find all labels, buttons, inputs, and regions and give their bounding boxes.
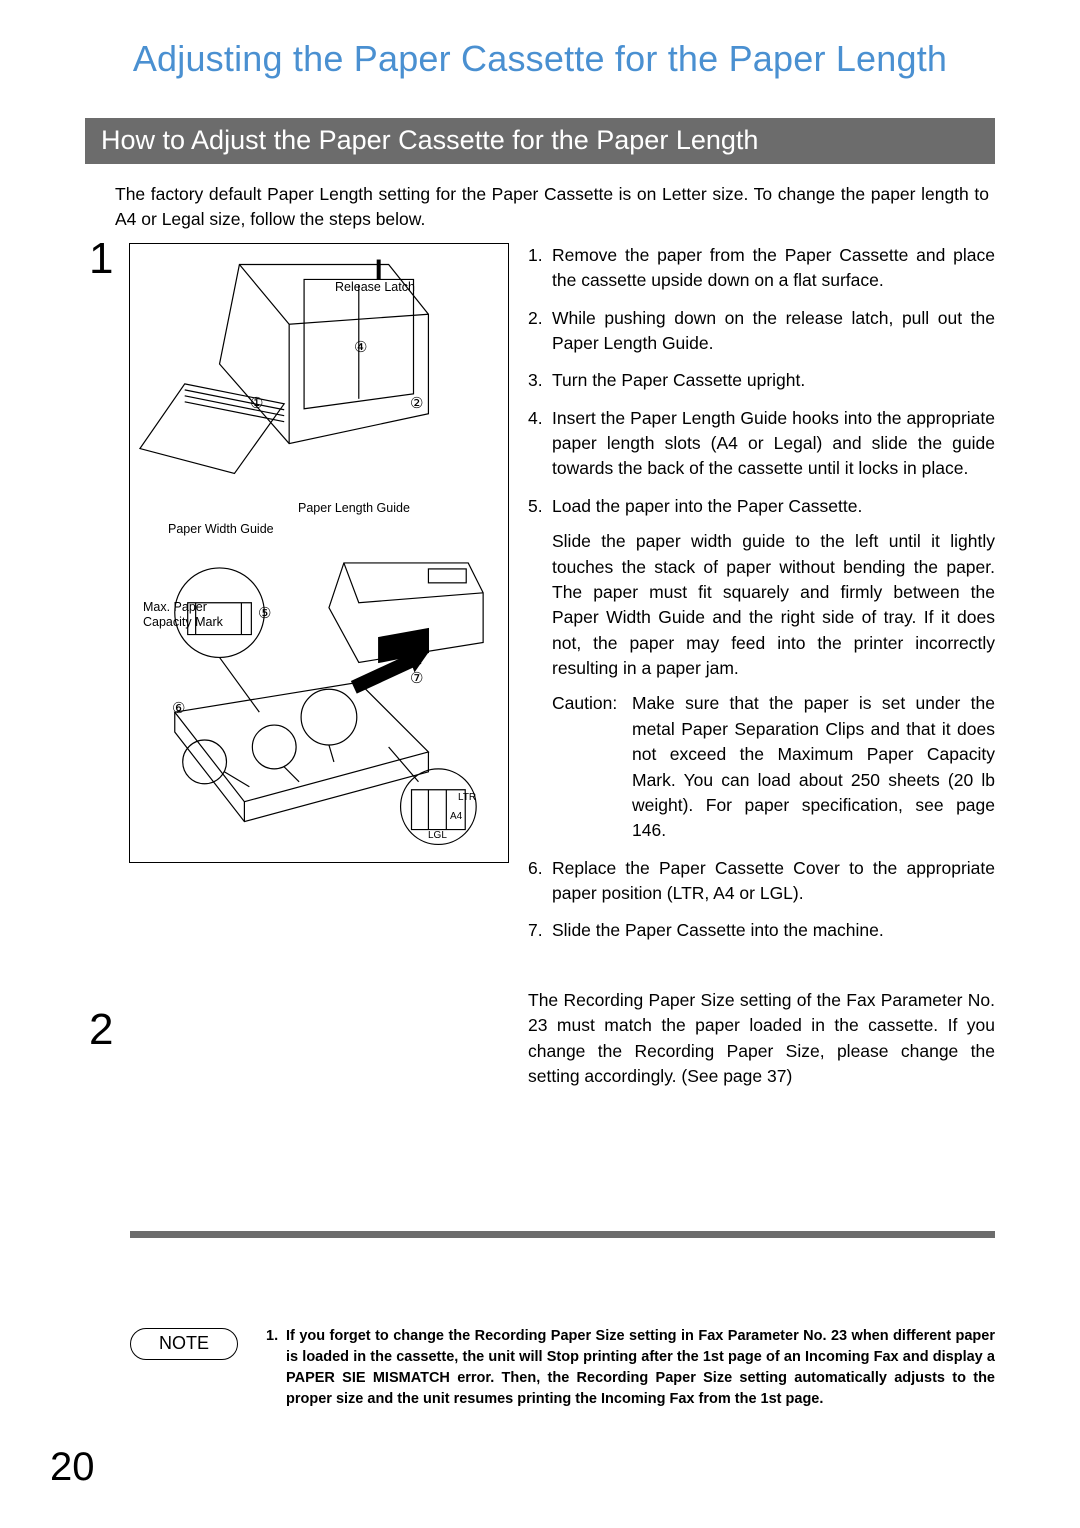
step-num: 6.	[528, 856, 552, 907]
label-release-latch: Release Latch	[335, 280, 415, 294]
label-paper-length-guide: Paper Length Guide	[298, 501, 410, 515]
step-num: 7.	[528, 918, 552, 943]
note-number: 1.	[266, 1326, 286, 1410]
circled-1: ①	[250, 394, 263, 412]
caution-row: Caution: Make sure that the paper is set…	[552, 691, 995, 843]
circled-6: ⑥	[172, 699, 185, 717]
step-text: Load the paper into the Paper Cassette. …	[552, 494, 995, 844]
note-body: If you forget to change the Recording Pa…	[286, 1326, 995, 1410]
label-max-capacity-1: Max. Paper	[143, 600, 207, 614]
step-item: 1. Remove the paper from the Paper Casse…	[528, 243, 995, 294]
step-text: Insert the Paper Length Guide hooks into…	[552, 406, 995, 482]
step-num: 1.	[528, 243, 552, 294]
label-max-capacity-2: Capacity Mark	[143, 615, 223, 629]
section-heading: How to Adjust the Paper Cassette for the…	[85, 118, 995, 164]
caution-label: Caution:	[552, 691, 632, 843]
note-label-pill: NOTE	[130, 1328, 238, 1360]
label-lgl: LGL	[428, 830, 447, 841]
page-number: 20	[50, 1445, 95, 1490]
manual-page: Adjusting the Paper Cassette for the Pap…	[0, 0, 1080, 1528]
circled-5: ⑤	[258, 604, 271, 622]
diagram-svg	[130, 244, 508, 862]
step-num: 3.	[528, 368, 552, 393]
step-num: 5.	[528, 494, 552, 844]
right-column: 1. Remove the paper from the Paper Casse…	[528, 243, 995, 1090]
step-text: Turn the Paper Cassette upright.	[552, 368, 995, 393]
intro-paragraph: The factory default Paper Length setting…	[85, 182, 995, 233]
paper-cassette-diagram: Release Latch ④ ① ② Paper Length Guide P…	[129, 243, 509, 863]
main-columns: 1	[85, 243, 995, 1090]
label-ltr: LTR	[458, 792, 476, 803]
step-number-2: 2	[89, 1005, 113, 1055]
note-text: 1. If you forget to change the Recording…	[266, 1326, 995, 1410]
step-num: 2.	[528, 306, 552, 357]
instruction-steps-1: 1. Remove the paper from the Paper Casse…	[528, 243, 995, 844]
step-num: 4.	[528, 406, 552, 482]
footer-divider	[130, 1231, 995, 1238]
step-text: Remove the paper from the Paper Cassette…	[552, 243, 995, 294]
instruction-steps-2: 6. Replace the Paper Cassette Cover to t…	[528, 856, 995, 944]
circled-7: ⑦	[410, 669, 423, 687]
step-number-1: 1	[89, 237, 113, 281]
note-block: NOTE 1. If you forget to change the Reco…	[130, 1326, 995, 1410]
step-text: Slide the Paper Cassette into the machin…	[552, 918, 995, 943]
caution-text: Make sure that the paper is set under th…	[632, 691, 995, 843]
step-item: 6. Replace the Paper Cassette Cover to t…	[528, 856, 995, 907]
step-item: 5. Load the paper into the Paper Cassett…	[528, 494, 995, 844]
circled-4: ④	[354, 338, 367, 356]
label-a4: A4	[450, 811, 462, 822]
parameter-paragraph: The Recording Paper Size setting of the …	[528, 988, 995, 1090]
page-title: Adjusting the Paper Cassette for the Pap…	[85, 38, 995, 80]
step-text: While pushing down on the release latch,…	[552, 306, 995, 357]
step-item: 2. While pushing down on the release lat…	[528, 306, 995, 357]
step-text: Replace the Paper Cassette Cover to the …	[552, 856, 995, 907]
step-item: 3. Turn the Paper Cassette upright.	[528, 368, 995, 393]
step-text-inner: Load the paper into the Paper Cassette.	[552, 496, 862, 516]
left-column: 1	[85, 243, 510, 863]
label-paper-width-guide: Paper Width Guide	[168, 522, 274, 536]
step-item: 7. Slide the Paper Cassette into the mac…	[528, 918, 995, 943]
slide-paragraph: Slide the paper width guide to the left …	[552, 529, 995, 681]
step-item: 4. Insert the Paper Length Guide hooks i…	[528, 406, 995, 482]
circled-2: ②	[410, 394, 423, 412]
